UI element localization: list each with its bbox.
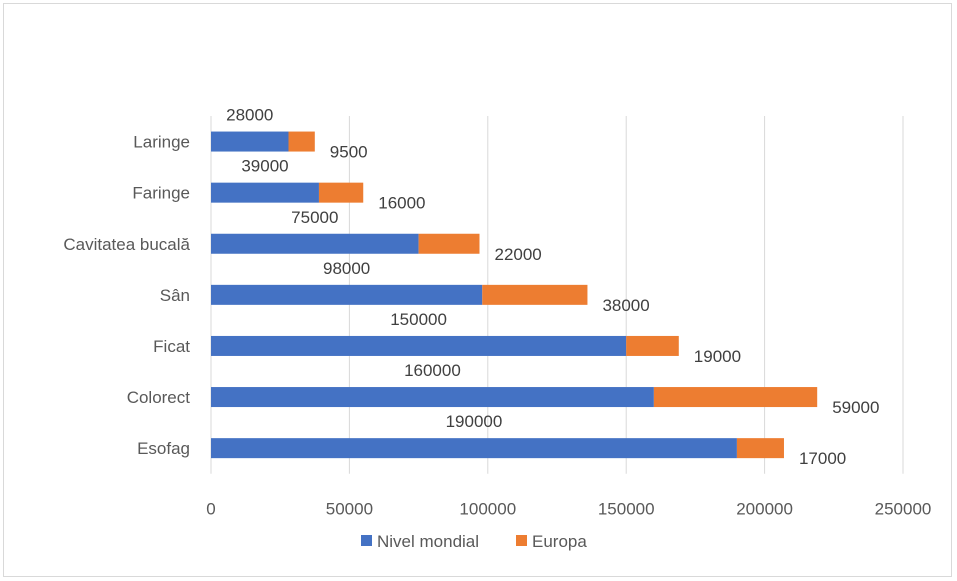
bar-europa [626, 335, 679, 356]
category-label: Ficat [153, 337, 190, 356]
bar-nivel-mondial [211, 438, 737, 459]
x-tick-labels: 0 50000 100000 150000 200000 250000 [206, 500, 931, 519]
category-label: Sân [160, 286, 190, 305]
bar-nivel-mondial [211, 335, 627, 356]
category-label: Esofag [137, 439, 190, 458]
data-label-nivel-mondial: 190000 [446, 412, 503, 431]
category-labels: Laringe Faringe Cavitatea bucală Sân Ficat Co… [63, 133, 190, 459]
bar-europa [318, 182, 364, 203]
data-label-europa: 16000 [378, 194, 425, 213]
legend: Nivel mondial Europa [361, 532, 587, 551]
data-label-europa: 19000 [694, 347, 741, 366]
data-label-europa: 17000 [799, 449, 846, 468]
bars [211, 131, 818, 459]
data-labels: 28000 9500 39000 16000 75000 22000 98000 38000 1… [226, 106, 879, 469]
data-label-nivel-mondial: 39000 [241, 157, 288, 176]
x-tick-label: 0 [206, 500, 215, 519]
stacked-bar-chart: Laringe Faringe Cavitatea bucală Sân Ficat Co… [63, 106, 931, 551]
data-label-nivel-mondial: 150000 [390, 310, 447, 329]
x-tick-label: 250000 [875, 500, 932, 519]
legend-swatch-europa [516, 535, 527, 546]
bar-nivel-mondial [211, 131, 289, 152]
data-label-nivel-mondial: 160000 [404, 361, 461, 380]
data-label-europa: 22000 [494, 245, 541, 264]
bar-nivel-mondial [211, 387, 654, 408]
data-label-europa: 38000 [602, 296, 649, 315]
bar-europa [482, 284, 588, 305]
legend-label: Nivel mondial [377, 532, 479, 551]
bar-nivel-mondial [211, 284, 483, 305]
data-label-nivel-mondial: 98000 [323, 259, 370, 278]
data-label-nivel-mondial: 75000 [291, 208, 338, 227]
bar-europa [736, 438, 784, 459]
bar-nivel-mondial [211, 182, 319, 203]
data-label-nivel-mondial: 28000 [226, 106, 273, 125]
legend-swatch-nivel-mondial [361, 535, 372, 546]
category-label: Cavitatea bucală [63, 235, 190, 254]
data-label-europa: 9500 [330, 143, 368, 162]
bar-europa [653, 387, 818, 408]
category-label: Faringe [132, 184, 190, 203]
x-tick-label: 200000 [736, 500, 793, 519]
x-tick-label: 150000 [598, 500, 655, 519]
category-label: Colorect [127, 388, 191, 407]
data-label-europa: 59000 [832, 398, 879, 417]
x-tick-label: 100000 [459, 500, 516, 519]
legend-label: Europa [532, 532, 587, 551]
bar-europa [288, 131, 315, 152]
chart-frame: Laringe Faringe Cavitatea bucală Sân Ficat Co… [3, 3, 952, 577]
bar-europa [418, 233, 480, 254]
category-label: Laringe [133, 133, 190, 152]
bar-nivel-mondial [211, 233, 419, 254]
x-tick-label: 50000 [326, 500, 373, 519]
